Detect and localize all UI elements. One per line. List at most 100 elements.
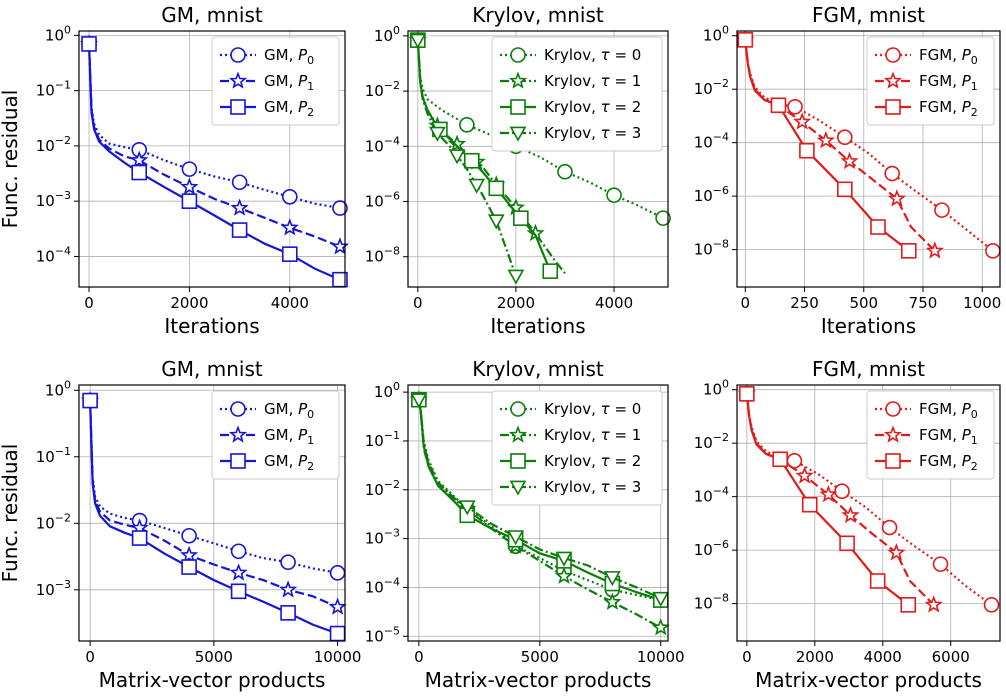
y-tick-label: 10−2 [36,134,71,155]
legend-label: FGM, P1 [919,426,978,447]
data-point [839,535,855,552]
legend-label: GM, P0 [264,400,314,421]
data-point [554,566,574,584]
plot-frame [78,384,346,642]
data-point [557,163,573,180]
x-tick-label: 500 [849,294,878,312]
data-point [925,241,944,259]
data-point [229,563,248,581]
data-point [230,198,249,216]
x-tick-label: 2000 [796,648,834,666]
panel-title: FGM, mnist [812,3,925,27]
data-point [837,129,853,146]
panel-title: Krylov, mnist [472,3,604,27]
data-point [179,545,199,564]
data-point [329,565,346,581]
data-point [507,530,524,546]
data-point [181,559,197,575]
y-tick-label: 100 [45,378,71,399]
y-tick-label: 10−1 [365,429,400,450]
y-tick-label: 10−2 [694,77,729,98]
y-tick-label: 10−2 [36,511,71,532]
y-tick-label: 10−2 [365,478,400,499]
data-point [983,597,1000,613]
data-point [131,530,148,546]
data-point [329,625,346,642]
data-point [409,33,427,49]
x-tick-label: 4000 [271,294,309,312]
series-line-1 [87,43,341,210]
legend-label: FGM, P2 [919,452,978,473]
legend-label: GM, P2 [264,98,314,119]
x-tick-label: 4000 [595,294,633,312]
legend-marker [885,47,901,63]
x-axis-label: Iterations [490,314,585,338]
x-axis-label: Iterations [821,314,916,338]
legend-marker [885,99,901,115]
data-point [230,543,247,560]
legend-label: Krylov, τ = 2 [544,452,641,470]
plot-frame [407,384,669,642]
x-tick-label: 0 [413,294,423,312]
y-tick-label: 100 [703,24,729,45]
series-line-3 [87,43,341,281]
x-tick-label: 0 [85,648,95,666]
data-point [410,393,428,409]
series-line-4 [417,399,662,600]
legend-marker [885,453,901,469]
data-point [801,496,818,513]
data-point [555,551,573,567]
panel-4: 0 5000 10000 100 10−1 10−2 10−3 GM, mnist Matrix… [0,357,361,692]
data-point [281,189,298,205]
data-point [900,243,917,259]
panel-5: 0 5000 10000 100 10−1 10−2 10−3 10−4 10−5 Krylov,… [365,357,685,692]
data-point [130,150,149,168]
legend-label: FGM, P0 [919,400,978,421]
legend-marker [883,71,903,89]
data-point [932,556,949,572]
y-tick-label: 10−8 [365,245,400,266]
y-tick-label: 10−4 [365,134,400,155]
data-point [231,222,248,238]
y-tick-label: 10−1 [36,79,71,100]
data-point [488,180,505,197]
x-tick-label: 2000 [497,294,535,312]
panel-6: 0 2000 4000 6000 100 10−2 10−4 10−6 10−8 FGM, mni… [694,357,1001,692]
legend-marker [510,99,526,115]
data-point [841,505,860,524]
data-point [181,193,198,209]
legend-marker [510,401,526,417]
legend-label: FGM, P0 [919,46,978,67]
x-tick-label: 5000 [195,648,233,666]
series-line-1 [89,400,338,574]
panel-title: FGM, mnist [812,357,925,381]
legend-label: Krylov, τ = 1 [544,72,641,90]
data-point [900,597,917,613]
data-point [655,210,671,226]
data-point [487,214,505,230]
legend-marker [510,47,526,63]
y-tick-label: 10−4 [365,575,400,596]
legend: GM, P0 GM, P1 GM, P2 [211,36,340,126]
x-tick-label: 0 [84,294,94,312]
data-point [739,386,755,402]
legend-marker [883,425,903,443]
y-tick-label: 10−2 [365,79,400,100]
data-point [542,263,559,279]
data-point [985,243,1001,259]
legend-marker [230,47,246,63]
series-line-4 [416,40,517,277]
data-point [603,592,622,610]
x-tick-label: 10000 [314,648,362,666]
y-tick-label: 10−3 [365,527,400,548]
legend-label: Krylov, τ = 2 [544,98,641,116]
legend: FGM, P0 FGM, P1 FGM, P2 [866,36,995,126]
legend-marker [508,425,528,443]
data-point [280,605,296,621]
legend-marker [228,71,248,89]
x-tick-label: 1000 [963,294,1001,312]
data-point [737,32,754,48]
legend-label: Krylov, τ = 3 [544,478,641,496]
panel-title: GM, mnist [161,357,263,381]
